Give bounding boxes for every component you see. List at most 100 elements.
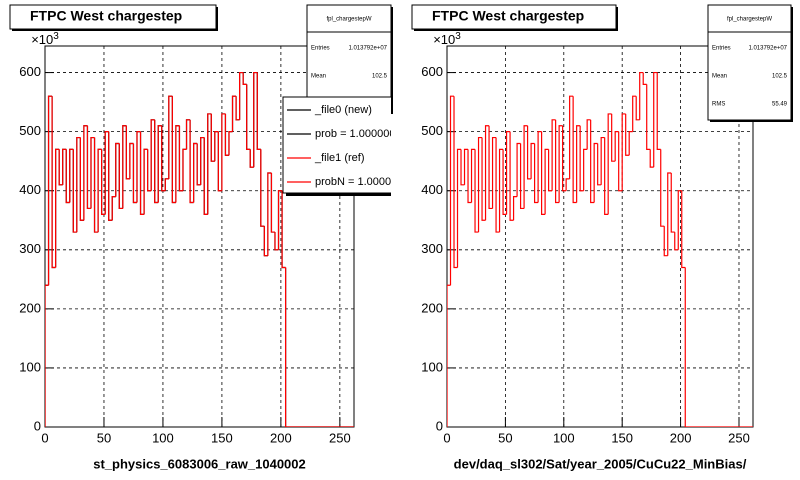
histogram-bin	[115, 142, 120, 197]
histogram-bin	[477, 136, 483, 233]
y-tick-label: 600	[19, 64, 41, 79]
x-axis-label: dev/daq_sl302/Sat/year_2005/CuCu22_MinBi…	[454, 456, 747, 471]
histogram-bin	[161, 125, 166, 192]
histogram-bin	[196, 143, 201, 186]
histogram-bin	[519, 143, 525, 210]
histogram-bin	[139, 131, 145, 215]
histogram-bin	[656, 72, 661, 150]
histogram-bin	[614, 131, 619, 162]
histogram-bin	[150, 119, 155, 191]
histogram-bin	[55, 148, 60, 268]
histogram-bin	[660, 149, 665, 227]
histogram-bin	[579, 125, 584, 192]
histogram-bin	[69, 148, 74, 203]
x-tick-label: 50	[498, 430, 512, 445]
histogram-bin	[537, 131, 542, 203]
histogram-bin	[551, 119, 556, 191]
histogram-bin	[593, 142, 598, 203]
histogram-bin	[182, 148, 187, 191]
histogram-bin	[646, 84, 651, 150]
x-tick-label: 200	[270, 430, 292, 445]
histogram-bin	[185, 119, 191, 150]
stats-value: 1.013792e+07	[748, 46, 787, 52]
histogram-bin	[83, 125, 88, 221]
x-tick-label: 250	[329, 430, 351, 445]
panel: 0 50 100 150 200 250 0 100 200 300 400 500 600 ×103 FT…	[9, 4, 403, 471]
y-tick-label: 500	[19, 123, 41, 138]
y-multiplier: ×103	[31, 31, 59, 48]
histogram-bin	[214, 131, 219, 162]
multiplier-base: ×10	[433, 32, 455, 47]
histogram-bin	[93, 137, 99, 233]
histogram-bin	[86, 125, 91, 210]
title-box	[9, 4, 217, 30]
histogram-bin	[90, 136, 95, 209]
histogram-bin	[178, 125, 183, 192]
stats-label: Entries	[311, 46, 330, 52]
stats-label: Entries	[712, 46, 731, 52]
histogram-series	[45, 71, 354, 427]
histogram-bin	[639, 71, 644, 120]
legend-label: prob = 1.000000	[315, 128, 395, 140]
histogram-bin	[101, 149, 106, 215]
y-tick-label: 100	[421, 359, 443, 374]
histogram-bin	[642, 72, 647, 85]
title-box	[411, 4, 617, 30]
y-tick-label: 100	[19, 359, 41, 374]
histogram-bin	[193, 142, 198, 203]
multiplier-base: ×10	[31, 32, 53, 47]
histogram-bin	[263, 226, 268, 257]
histogram-bin	[576, 125, 581, 203]
histogram-bin	[79, 137, 84, 221]
histogram-bin	[590, 119, 595, 204]
histogram-bin	[541, 131, 546, 215]
histogram-bin	[555, 119, 560, 204]
histogram-bin	[628, 131, 633, 156]
x-tick-label: 50	[97, 430, 111, 445]
stats-box	[707, 4, 792, 121]
panel: 0 50 100 150 200 250 0 100 200 300 400 500 600 ×103 FT…	[411, 4, 793, 471]
histogram-bin	[256, 72, 261, 150]
histogram-bin	[157, 125, 162, 203]
x-tick-label: 150	[611, 430, 633, 445]
plot-frame	[446, 45, 754, 428]
histogram-bin	[512, 196, 518, 221]
x-tick-label: 100	[553, 430, 575, 445]
histogram-bin	[558, 125, 563, 203]
histogram-bin	[47, 95, 53, 286]
histogram-bin	[224, 113, 229, 156]
stats-value: 102.5	[372, 74, 388, 80]
histogram-bin	[246, 84, 251, 150]
y-tick-label: 200	[421, 300, 443, 315]
histogram-bin	[175, 125, 180, 203]
histogram-bin	[509, 131, 514, 221]
histogram-bin	[210, 113, 215, 162]
histogram-bin	[136, 131, 141, 203]
histogram-bin	[51, 96, 56, 269]
histogram-bin	[253, 71, 258, 168]
histogram-bin	[607, 113, 612, 215]
histogram-bin	[526, 125, 532, 180]
histogram-bin	[505, 131, 511, 215]
histogram-bin	[449, 95, 455, 286]
stats-value: 55.49	[772, 102, 788, 108]
histogram-bin	[565, 178, 570, 191]
histogram-bin	[681, 190, 686, 269]
histogram-bin	[242, 72, 247, 85]
y-tick-label: 300	[19, 241, 41, 256]
histogram-bin	[632, 95, 637, 132]
histogram-bin	[562, 125, 567, 192]
histogram-bin	[274, 232, 279, 251]
x-tick-label: 100	[152, 430, 174, 445]
multiplier-exponent: 3	[53, 31, 59, 42]
histogram-bin	[62, 148, 67, 185]
histogram-bin	[267, 172, 272, 256]
y-tick-label: 400	[421, 182, 443, 197]
stats-label: Mean	[712, 74, 727, 80]
histogram-bin	[129, 142, 134, 179]
histogram-bin	[154, 119, 159, 204]
histogram-bin	[569, 95, 574, 179]
legend-label: probN = 1.000000	[315, 176, 403, 188]
histogram-bin	[495, 137, 500, 233]
